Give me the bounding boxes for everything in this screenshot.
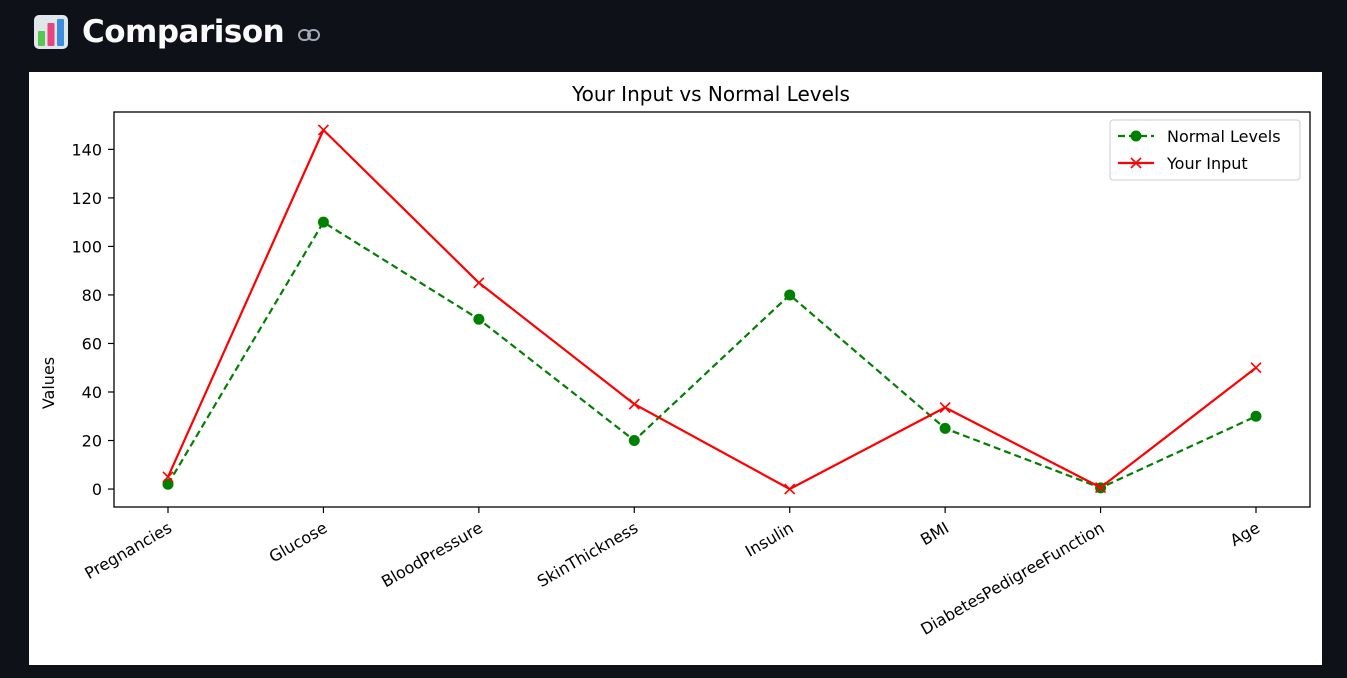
- legend-marker: [1130, 157, 1142, 169]
- data-point-marker: [939, 422, 951, 434]
- page-header: Comparison: [34, 10, 321, 54]
- data-point-marker: [784, 483, 796, 495]
- data-point-marker: [784, 289, 796, 301]
- data-point-marker: [317, 216, 329, 228]
- legend-item: Normal Levels: [1118, 127, 1281, 146]
- y-tick-label: 60: [82, 334, 102, 353]
- bar-chart-icon: [34, 15, 68, 49]
- legend-label: Normal Levels: [1167, 127, 1281, 146]
- data-point-marker: [939, 401, 951, 414]
- y-tick-label: 120: [71, 189, 102, 208]
- data-point-marker: [473, 313, 485, 325]
- data-point-marker: [317, 124, 329, 136]
- plot-frame: [113, 111, 1311, 508]
- link-icon[interactable]: [298, 28, 321, 42]
- y-tick-label: 100: [71, 237, 102, 256]
- y-tick-label: 80: [82, 286, 102, 305]
- x-tick-label: SkinThickness: [534, 518, 641, 591]
- series-line: [166, 128, 1257, 491]
- data-point-marker: [1095, 481, 1107, 494]
- legend-marker: [1130, 130, 1142, 142]
- chart-title: Your Input vs Normal Levels: [571, 82, 850, 106]
- legend-item: Your Input: [1118, 154, 1248, 173]
- x-tick-label: Insulin: [742, 518, 797, 561]
- legend: Normal Levels Your Input: [1109, 119, 1301, 181]
- data-point-marker: [628, 435, 640, 447]
- y-tick-label: 40: [82, 383, 102, 402]
- x-tick-label: BMI: [917, 518, 952, 549]
- y-tick-label: 20: [82, 432, 102, 451]
- x-tick-label: Age: [1227, 518, 1263, 550]
- chart-panel: Your Input vs Normal Levels Values 0 20 40…: [29, 72, 1322, 665]
- page-title: Comparison: [82, 14, 285, 50]
- data-point-marker: [628, 398, 640, 410]
- y-tick-label: 140: [71, 140, 102, 159]
- data-point-marker: [1250, 362, 1262, 374]
- data-point-marker: [473, 277, 485, 289]
- x-tick-label: Glucose: [266, 518, 331, 566]
- x-tick-label: Pregnancies: [81, 518, 175, 583]
- y-tick-label: 0: [92, 480, 102, 499]
- legend-label: Your Input: [1166, 154, 1248, 173]
- data-point-marker: [162, 471, 174, 483]
- series-line: [167, 221, 1257, 489]
- data-point-marker: [1250, 410, 1262, 422]
- data-point-marker: [162, 478, 174, 490]
- line-chart: Your Input vs Normal Levels Values 0 20 40…: [39, 82, 1311, 639]
- y-axis-label: Values: [39, 357, 58, 409]
- x-tick-label: BloodPressure: [378, 518, 486, 591]
- legend-frame: [1109, 119, 1301, 181]
